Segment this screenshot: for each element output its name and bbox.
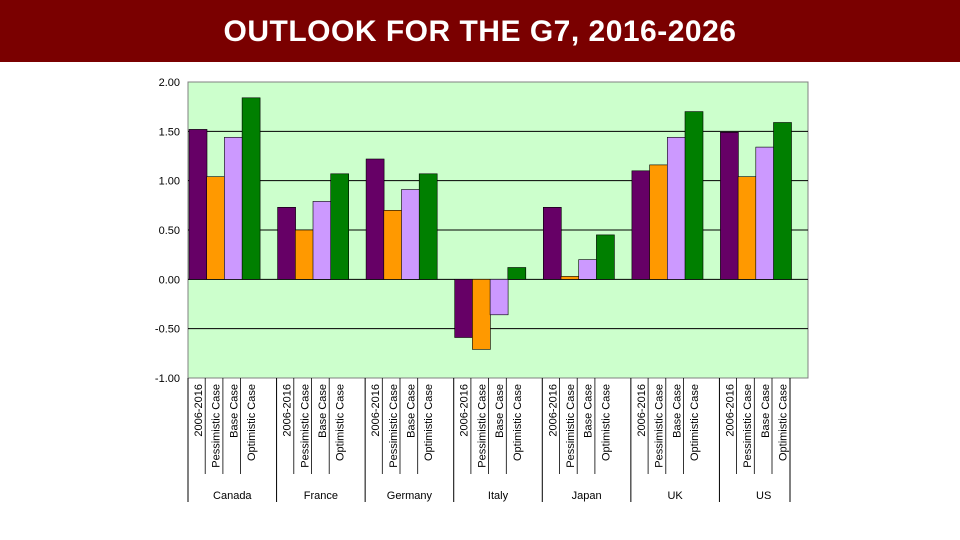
bar-uk-3	[684, 111, 704, 280]
bar-uk-1	[649, 164, 668, 280]
bar-canada-2	[224, 137, 243, 280]
x-series-label: Base Case	[228, 384, 240, 438]
bar-canada-3	[241, 97, 261, 280]
bar-us-3	[773, 122, 792, 280]
x-series-label: Base Case	[760, 384, 772, 438]
x-series-label: 2006-2016	[459, 384, 471, 437]
bar-france-3	[330, 173, 350, 280]
x-series-label: Base Case	[494, 384, 506, 438]
y-tick-label: -1.00	[155, 373, 180, 385]
bar-canada-0	[188, 129, 208, 280]
page-title: OUTLOOK FOR THE G7, 2016-2026	[223, 15, 737, 48]
bar-germany-1	[383, 210, 403, 280]
bar-germany-2	[401, 189, 420, 280]
bar-uk-0	[631, 170, 651, 280]
x-series-label: Base Case	[406, 384, 418, 438]
x-series-label: Pessimistic Case	[211, 384, 223, 468]
x-series-label: Pessimistic Case	[742, 384, 754, 468]
x-series-label: Optimistic Case	[246, 384, 258, 461]
x-series-label: 2006-2016	[282, 384, 294, 437]
y-tick-label: -0.50	[155, 324, 180, 336]
x-series-label: Pessimistic Case	[299, 384, 311, 468]
x-series-label: Optimistic Case	[778, 384, 790, 461]
x-series-label: Optimistic Case	[423, 384, 435, 461]
x-series-label: Base Case	[671, 384, 683, 438]
bar-france-2	[312, 201, 332, 280]
x-category-label: US	[756, 490, 771, 502]
bar-germany-3	[418, 173, 438, 280]
x-series-label: Optimistic Case	[689, 384, 701, 461]
y-tick-label: 1.00	[159, 176, 180, 188]
bar-france-0	[277, 207, 296, 280]
bar-italy-0	[454, 278, 474, 338]
bar-us-0	[720, 132, 739, 280]
x-series-label: Base Case	[317, 384, 329, 438]
bar-uk-2	[666, 137, 686, 280]
x-series-label: 2006-2016	[724, 384, 736, 437]
x-category-label: Canada	[213, 490, 252, 502]
x-series-label: 2006-2016	[636, 384, 648, 437]
x-series-label: Pessimistic Case	[388, 384, 400, 468]
x-series-label: Pessimistic Case	[654, 384, 666, 468]
x-series-label: Pessimistic Case	[565, 384, 577, 468]
y-tick-label: 0.00	[159, 274, 180, 286]
x-series-label: Optimistic Case	[600, 384, 612, 461]
bar-italy-2	[489, 278, 509, 316]
x-series-label: Base Case	[583, 384, 595, 438]
x-series-label: 2006-2016	[547, 384, 559, 437]
x-category-label: France	[304, 490, 338, 502]
bar-japan-2	[578, 259, 598, 280]
bar-canada-1	[206, 176, 225, 280]
bar-italy-1	[472, 278, 491, 350]
x-series-label: 2006-2016	[193, 384, 205, 437]
bar-us-2	[755, 146, 775, 280]
x-series-label: Optimistic Case	[335, 384, 347, 461]
x-category-label: Italy	[488, 490, 509, 502]
title-bar	[0, 0, 960, 62]
bar-japan-1	[560, 276, 580, 280]
x-series-label: Optimistic Case	[512, 384, 524, 461]
bar-us-1	[737, 176, 757, 280]
y-tick-label: 2.00	[159, 77, 180, 89]
bar-japan-3	[596, 234, 615, 280]
x-category-label: Japan	[572, 490, 602, 502]
x-category-label: Germany	[387, 490, 433, 502]
bar-france-1	[294, 229, 314, 280]
x-series-label: Pessimistic Case	[476, 384, 488, 468]
y-tick-label: 1.50	[159, 126, 180, 138]
bar-germany-0	[365, 158, 385, 280]
bar-italy-3	[507, 267, 527, 280]
x-series-label: 2006-2016	[370, 384, 382, 437]
bar-japan-0	[542, 207, 562, 280]
y-tick-label: 0.50	[159, 225, 180, 237]
x-category-label: UK	[667, 490, 683, 502]
